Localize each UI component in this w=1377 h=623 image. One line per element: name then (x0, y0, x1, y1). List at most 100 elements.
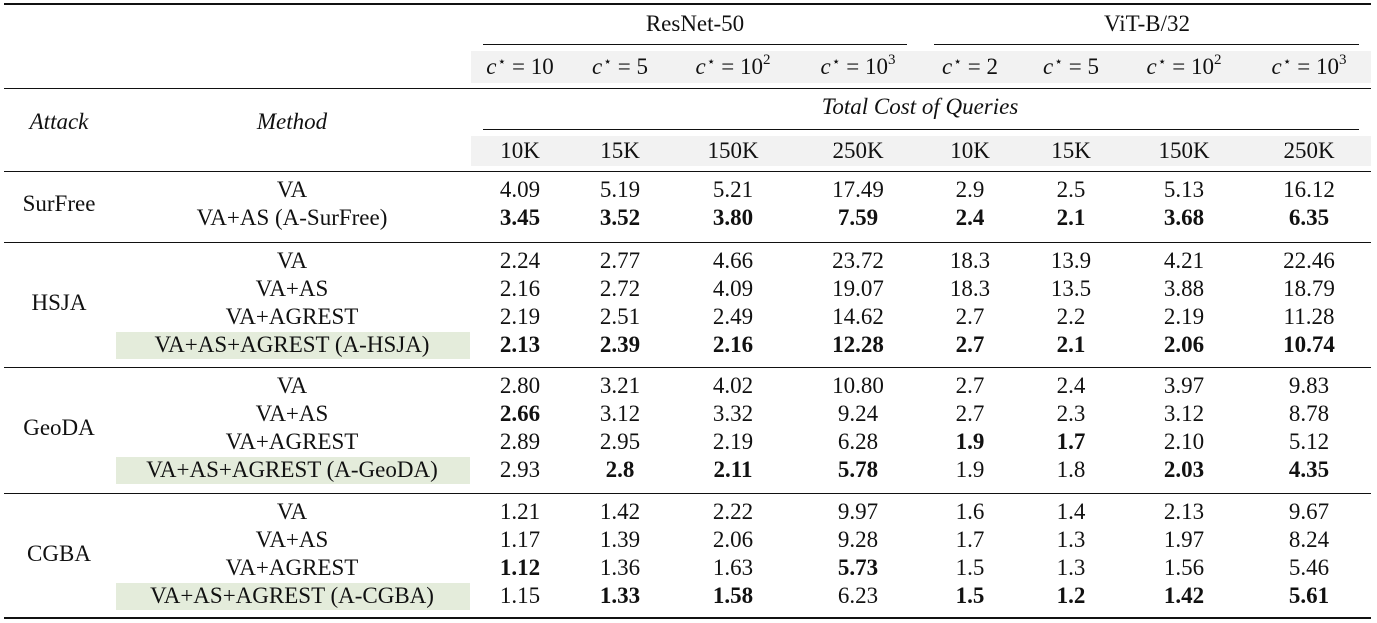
star-symbol: ⋆ (953, 55, 962, 70)
table-cell: 6.28 (837, 429, 879, 454)
table-cell: 6.23 (837, 583, 879, 608)
star-symbol: ⋆ (706, 55, 716, 70)
query-budget-header: 250K (832, 138, 884, 163)
cost-base: 10 (864, 54, 888, 79)
cost-base: 2 (986, 54, 998, 79)
table-cell: 1.63 (712, 555, 754, 580)
table-cell: 1.36 (599, 555, 641, 580)
table-cell: 2.03 (1163, 457, 1205, 482)
section-rule (4, 367, 1371, 368)
table-cell: 2.19 (712, 429, 754, 454)
table-cell: 3.21 (599, 373, 641, 398)
table-cell: 5.46 (1288, 555, 1330, 580)
table-cell: 9.83 (1288, 373, 1330, 398)
table-cell: 2.7 (955, 304, 985, 329)
table-cell: 1.6 (955, 499, 985, 524)
table-cell: 18.79 (1283, 276, 1335, 301)
method-name: VA+AGREST (225, 429, 359, 454)
table-cell: 1.7 (955, 527, 985, 552)
table-cell: 2.11 (713, 457, 753, 482)
method-column-header: Method (256, 109, 328, 134)
query-budget-header: 15K (600, 138, 640, 163)
table-cell: 4.09 (499, 177, 541, 202)
equals-sign: = (1291, 54, 1316, 79)
table-cell: 2.24 (499, 248, 541, 273)
table-cell: 2.7 (955, 401, 985, 426)
table-cell: 2.93 (499, 457, 541, 482)
cost-header: c⋆ = 102 (1147, 53, 1222, 85)
table-cell: 2.06 (712, 527, 754, 552)
table-cell: 4.66 (712, 248, 754, 273)
cost-header: c⋆ = 5 (592, 53, 648, 85)
table-cell: 1.58 (712, 583, 754, 608)
query-budget-header: 10K (500, 138, 540, 163)
cost-header: c⋆ = 103 (821, 53, 896, 85)
method-name: VA (276, 248, 308, 273)
attack-name: GeoDA (23, 415, 95, 440)
table-cell: 2.3 (1056, 401, 1086, 426)
table-cell: 2.19 (499, 304, 541, 329)
c-variable: c (1271, 54, 1282, 79)
table-cell: 1.9 (955, 457, 985, 482)
table-cell: 10.80 (832, 373, 884, 398)
vit-group-rule (934, 44, 1359, 45)
table-cell: 2.13 (1163, 499, 1205, 524)
cost-base: 5 (636, 54, 648, 79)
query-budget-header: 10K (950, 138, 990, 163)
table-cell: 1.39 (599, 527, 641, 552)
cost-exponent: 3 (1338, 52, 1347, 69)
budget-header-band (471, 136, 1371, 166)
equals-sign: = (715, 54, 740, 79)
table-cell: 2.5 (1056, 177, 1086, 202)
total-cost-header: Total Cost of Queries (821, 94, 1019, 119)
table-cell: 1.33 (599, 583, 641, 608)
table-cell: 9.28 (837, 527, 879, 552)
attack-name: CGBA (27, 541, 91, 566)
table-cell: 14.62 (832, 304, 884, 329)
table-cell: 2.22 (712, 499, 754, 524)
c-variable: c (486, 54, 497, 79)
attack-name: HSJA (31, 290, 87, 315)
section-rule (4, 493, 1371, 494)
method-name: VA+AS (255, 401, 329, 426)
table-cell: 13.9 (1050, 248, 1092, 273)
table-cell: 2.10 (1163, 429, 1205, 454)
table-cell: 2.1 (1056, 332, 1086, 357)
table-cell: 9.24 (837, 401, 879, 426)
equals-sign: = (1166, 54, 1191, 79)
table-cell: 1.42 (1163, 583, 1205, 608)
table-cell: 2.7 (955, 373, 985, 398)
table-cell: 2.49 (712, 304, 754, 329)
cost-exponent: 3 (887, 52, 896, 69)
table-cell: 3.45 (499, 205, 541, 230)
method-name: VA (276, 373, 308, 398)
table-cell: 5.12 (1288, 429, 1330, 454)
star-symbol: ⋆ (831, 55, 841, 70)
c-variable: c (695, 54, 706, 79)
table-cell: 1.15 (499, 583, 541, 608)
cost-header: c⋆ = 10 (486, 53, 553, 85)
table-cell: 16.12 (1283, 177, 1335, 202)
equals-sign: = (962, 54, 987, 79)
equals-sign: = (1063, 54, 1088, 79)
table-cell: 2.80 (499, 373, 541, 398)
table-cell: 6.35 (1288, 205, 1330, 230)
table-cell: 1.42 (599, 499, 641, 524)
query-budget-header: 250K (1283, 138, 1335, 163)
table-cell: 1.9 (955, 429, 985, 454)
table-cell: 3.32 (712, 401, 754, 426)
table-cell: 1.21 (499, 499, 541, 524)
table-cell: 5.78 (837, 457, 879, 482)
table-cell: 2.77 (599, 248, 641, 273)
table-cell: 13.5 (1050, 276, 1092, 301)
table-cell: 1.4 (1056, 499, 1086, 524)
query-budget-header: 15K (1051, 138, 1091, 163)
method-name: VA+AGREST (225, 304, 359, 329)
bottom-rule (4, 617, 1371, 619)
method-name: VA+AS (A-SurFree) (196, 205, 388, 230)
body-rule (4, 171, 1371, 172)
table-cell: 1.97 (1163, 527, 1205, 552)
table-cell: 3.68 (1163, 205, 1205, 230)
resnet-group-rule (483, 44, 907, 45)
table-cell: 9.97 (837, 499, 879, 524)
